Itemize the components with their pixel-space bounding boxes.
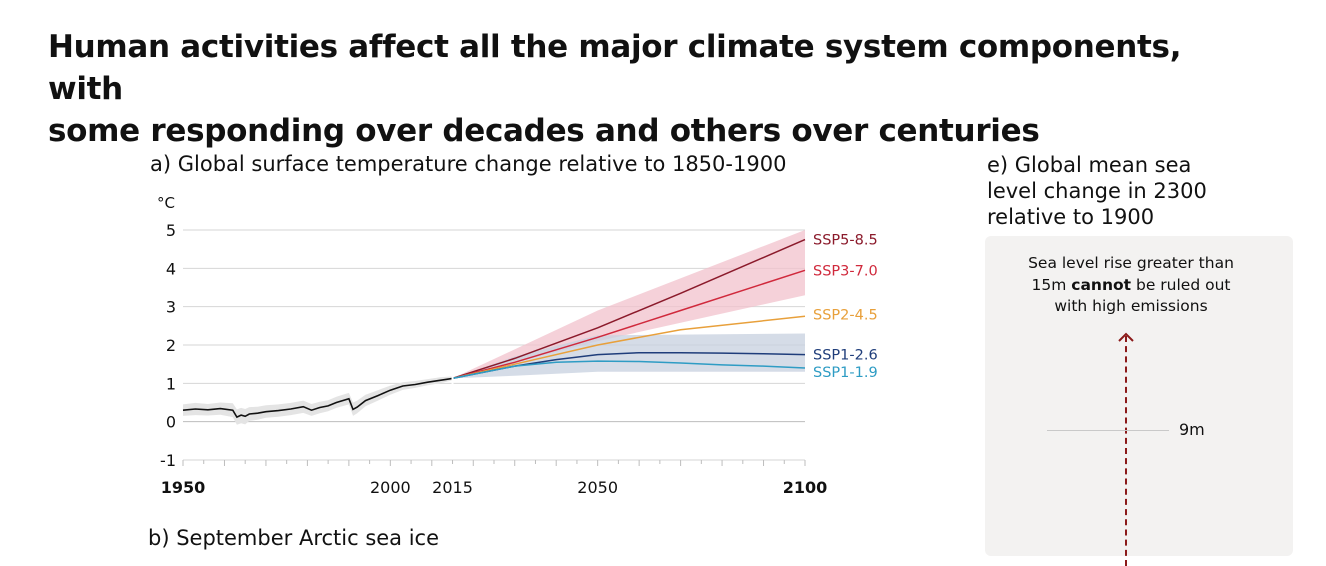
band-SSP1-2.6 [452,333,805,379]
y-tick-label: 5 [166,221,176,240]
panel-e-title-line-2: level change in 2300 [987,179,1207,203]
x-tick-label: 2015 [432,478,473,497]
series-label-SSP1-2.6: SSP1-2.6 [813,348,878,364]
series-label-SSP3-7.0: SSP3-7.0 [813,263,878,279]
temperature-chart: 5 4 3 2 1 0 -1 1950 2000 2015 2050 2100 SSP5-8.5 SSP3… [160,221,878,497]
x-tick-label: 2000 [370,478,411,497]
y-tick-label: 2 [166,336,176,355]
x-tick-label: 2100 [783,478,828,497]
series-line-SSP1-1.9 [452,360,806,380]
sea-note-line-3: with high emissions [1054,297,1208,315]
historical-line [182,377,453,419]
series-line-SSP3-7.0 [452,269,806,380]
page-title-line-1: Human activities affect all the major cl… [48,29,1182,107]
y-tick-label: 4 [166,259,176,278]
y-axis-unit: °C [157,194,175,212]
series-label-SSP1-1.9: SSP1-1.9 [813,365,878,381]
y-tick-label: 3 [166,298,176,317]
arrow-up-icon [1118,332,1134,342]
sea-level-arrow-line [1125,336,1127,566]
y-tick-label: -1 [160,451,176,470]
series-label-SSP5-8.5: SSP5-8.5 [813,233,878,249]
sea-level-tick-label: 9m [1179,420,1205,439]
sea-note-pre: 15m [1031,275,1072,294]
page-title: Human activities affect all the major cl… [48,26,1248,152]
series-line-SSP5-8.5 [452,238,806,380]
band-SSP5-8.5 [452,230,805,379]
sea-note-line-1: Sea level rise greater than [1028,254,1234,272]
panel-a-title: a) Global surface temperature change rel… [150,152,787,176]
sea-note-bold: cannot [1071,275,1132,294]
historical-band [183,376,453,425]
panel-e-title: e) Global mean sea level change in 2300 … [987,152,1287,230]
series-line-SSP2-4.5 [452,315,806,380]
panel-b-title: b) September Arctic sea ice [148,526,440,550]
sea-level-tick-line [1047,430,1169,431]
y-tick-label: 0 [166,413,176,432]
series-label-SSP2-4.5: SSP2-4.5 [813,307,878,323]
y-tick-label: 1 [166,374,176,393]
panel-e-title-line-3: relative to 1900 [987,205,1155,229]
panel-e-title-line-1: e) Global mean sea [987,153,1192,177]
sea-note-line-2: 15m cannot be ruled out [985,275,1277,297]
sea-note-post: be ruled out [1131,275,1231,294]
sea-level-panel: Sea level rise greater than 15m cannot b… [985,236,1293,566]
x-tick-label: 1950 [161,478,206,497]
sea-level-note: Sea level rise greater than 15m cannot b… [985,253,1277,318]
x-tick-label: 2050 [577,478,618,497]
page-title-line-2: some responding over decades and others … [48,113,1040,149]
series-line-SSP1-2.6 [452,351,806,380]
